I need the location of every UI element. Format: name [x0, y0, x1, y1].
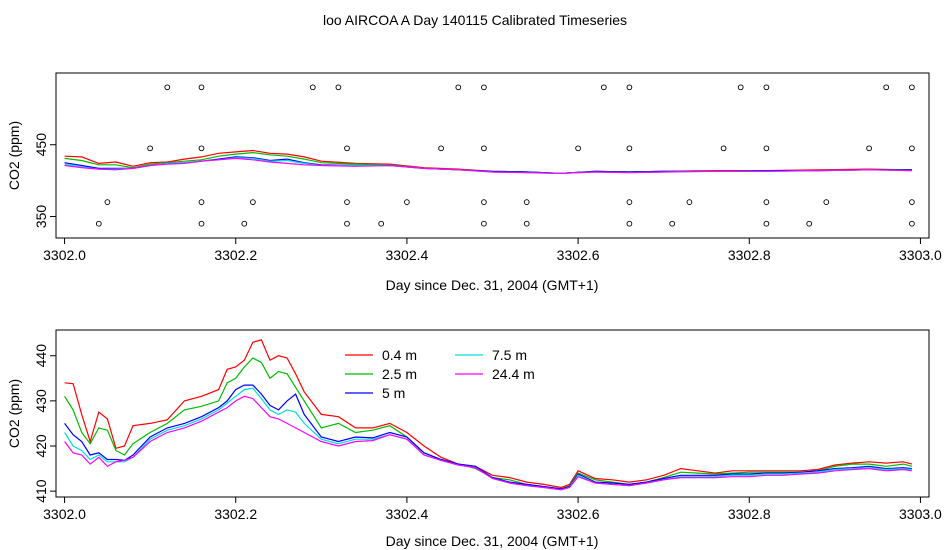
- scatter-point: [909, 220, 915, 227]
- scatter-point: [626, 199, 633, 205]
- scatter-point: [198, 220, 205, 227]
- scatter-point: [763, 84, 770, 91]
- scatter-point: [626, 84, 633, 91]
- x-tick-label: 3302.4: [385, 247, 428, 263]
- top-x-axis: 3302.0 3302.2 3302.4 3302.6 3302.8 3303.0: [43, 238, 942, 263]
- scatter-point: [909, 199, 915, 205]
- scatter-point: [626, 145, 633, 152]
- x-tick-label: 3302.8: [728, 247, 771, 263]
- x-tick-label: 3303.0: [899, 247, 942, 263]
- scatter-point: [344, 220, 350, 227]
- top-series-lines: [64, 149, 912, 175]
- scatter-point: [763, 145, 770, 152]
- bottom-x-axis: 3302.0 3302.2 3302.4 3302.6 3302.8 3303.0: [43, 497, 942, 522]
- scatter-point: [737, 84, 744, 91]
- legend-label: 0.4 m: [382, 347, 417, 363]
- top-y-axis: 350 450: [33, 133, 56, 228]
- scatter-point: [378, 220, 385, 227]
- scatter-point: [438, 145, 444, 152]
- figure-title: loo AIRCOA A Day 140115 Calibrated Times…: [323, 12, 627, 28]
- legend-label: 7.5 m: [492, 347, 527, 363]
- scatter-point: [763, 199, 770, 205]
- scatter-point: [481, 84, 487, 91]
- scatter-point: [763, 220, 770, 227]
- scatter-point: [455, 84, 462, 91]
- scatter-point: [147, 145, 153, 152]
- bottom-series-lines: [64, 339, 913, 491]
- scatter-point: [95, 220, 102, 227]
- x-tick-label: 3302.0: [43, 247, 86, 263]
- scatter-point: [344, 199, 350, 205]
- y-tick-label: 450: [33, 133, 49, 157]
- legend-label: 2.5 m: [382, 366, 417, 382]
- series-line-top-5: [64, 157, 912, 175]
- bottom-legend: 0.4 m 2.5 m 5 m 7.5 m 24.4 m: [345, 347, 535, 401]
- scatter-point: [600, 84, 607, 91]
- bottom-panel: 3302.0 3302.2 3302.4 3302.6 3302.8 3303.0 410…: [6, 329, 942, 549]
- bottom-y-axis-label: CO2 (ppm): [6, 379, 22, 448]
- x-tick-label: 3302.2: [214, 506, 257, 522]
- scatter-point: [481, 145, 487, 152]
- top-y-axis-label: CO2 (ppm): [6, 121, 22, 190]
- scatter-point: [344, 145, 350, 152]
- x-tick-label: 3302.0: [43, 506, 86, 522]
- scatter-point: [198, 84, 205, 91]
- x-tick-label: 3303.0: [899, 506, 942, 522]
- scatter-point: [198, 145, 205, 152]
- legend-label: 24.4 m: [492, 366, 535, 382]
- scatter-point: [575, 145, 581, 152]
- scatter-point: [720, 145, 727, 152]
- scatter-point: [669, 220, 676, 227]
- series-line-bottom-3: [64, 384, 912, 490]
- scatter-point: [823, 199, 830, 205]
- x-tick-label: 3302.6: [557, 247, 600, 263]
- scatter-point: [335, 84, 342, 91]
- bottom-x-axis-label: Day since Dec. 31, 2004 (GMT+1): [386, 533, 599, 549]
- top-panel: 3302.0 3302.2 3302.4 3302.6 3302.8 3303.0 350…: [6, 72, 942, 293]
- y-tick-label: 440: [33, 344, 49, 368]
- scatter-point: [866, 145, 872, 152]
- x-tick-label: 3302.6: [557, 506, 600, 522]
- top-plot-frame: [55, 72, 930, 239]
- x-tick-label: 3302.2: [214, 247, 257, 263]
- bottom-y-axis: 410 420 430 440: [33, 344, 56, 503]
- scatter-point: [626, 220, 633, 227]
- y-tick-label: 410: [33, 479, 49, 503]
- scatter-point: [481, 220, 487, 227]
- scatter-point: [883, 84, 890, 91]
- x-tick-label: 3302.4: [385, 506, 428, 522]
- scatter-point: [909, 84, 915, 91]
- y-tick-label: 350: [33, 205, 49, 229]
- scatter-point: [909, 145, 915, 152]
- y-tick-label: 430: [33, 389, 49, 413]
- bottom-plot-frame: [55, 329, 930, 498]
- scatter-point: [523, 199, 530, 205]
- y-tick-label: 420: [33, 434, 49, 458]
- series-line-bottom-1: [64, 339, 913, 489]
- scatter-point: [250, 199, 256, 205]
- legend-label: 5 m: [382, 385, 405, 401]
- scatter-point: [198, 199, 205, 205]
- scatter-point: [806, 220, 813, 227]
- scatter-point: [686, 199, 693, 205]
- top-x-axis-label: Day since Dec. 31, 2004 (GMT+1): [386, 277, 599, 293]
- top-scatter-points: [95, 84, 915, 227]
- x-tick-label: 3302.8: [728, 506, 771, 522]
- scatter-point: [523, 220, 530, 227]
- series-line-bottom-5: [64, 395, 912, 491]
- scatter-point: [164, 84, 171, 91]
- scatter-point: [404, 199, 410, 205]
- scatter-point: [309, 84, 316, 91]
- scatter-point: [241, 220, 248, 227]
- scatter-point: [104, 199, 111, 205]
- scatter-point: [481, 199, 487, 205]
